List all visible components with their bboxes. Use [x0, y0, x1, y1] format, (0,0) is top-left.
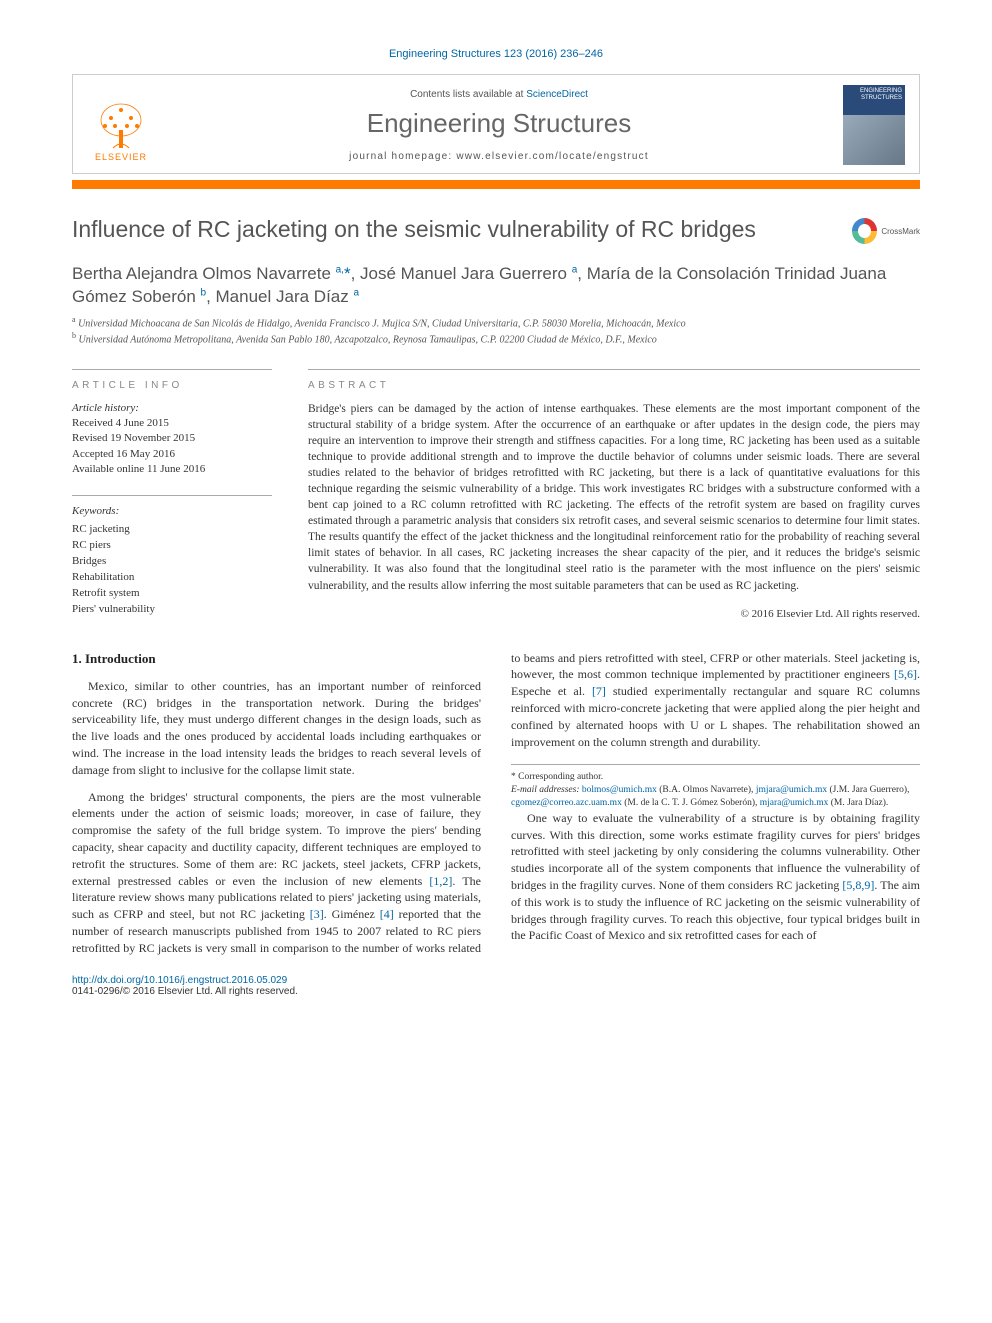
- history-heading: Article history:: [72, 402, 139, 414]
- cover-label: ENGINEERING STRUCTURES: [846, 88, 902, 101]
- citation[interactable]: [7]: [592, 684, 606, 698]
- crossmark-icon: [852, 218, 877, 244]
- abstract-copyright: © 2016 Elsevier Ltd. All rights reserved…: [308, 608, 920, 620]
- citation[interactable]: [5,6]: [894, 667, 917, 681]
- citation[interactable]: [5,8,9]: [842, 878, 874, 892]
- body-two-columns: 1. Introduction Mexico, similar to other…: [72, 650, 920, 957]
- corresponding-author-line: * Corresponding author.: [511, 771, 920, 784]
- intro-para-3: One way to evaluate the vulnerability of…: [511, 810, 920, 944]
- page-footer: http://dx.doi.org/10.1016/j.engstruct.20…: [72, 975, 920, 997]
- article-title: Influence of RC jacketing on the seismic…: [72, 215, 832, 244]
- intro-para-1: Mexico, similar to other countries, has …: [72, 678, 481, 779]
- sciencedirect-link[interactable]: ScienceDirect: [526, 89, 588, 100]
- abstract-column: ABSTRACT Bridge's piers can be damaged b…: [308, 369, 920, 620]
- contents-prefix: Contents lists available at: [410, 89, 526, 100]
- affiliations: a Universidad Michoacana de San Nicolás …: [72, 315, 920, 347]
- crossmark-label: CrossMark: [881, 227, 920, 236]
- article-info-column: ARTICLE INFO Article history: Received 4…: [72, 369, 272, 620]
- elsevier-tree-icon: [93, 100, 149, 150]
- homepage-prefix: journal homepage:: [349, 151, 456, 162]
- cover-image-placeholder: [843, 115, 905, 165]
- journal-cover-thumb: ENGINEERING STRUCTURES: [843, 85, 905, 165]
- article-info-label: ARTICLE INFO: [72, 369, 272, 391]
- article-history: Article history: Received 4 June 2015Rev…: [72, 401, 272, 478]
- keywords-heading: Keywords:: [72, 504, 272, 520]
- author-list: Bertha Alejandra Olmos Navarrete a,*, Jo…: [72, 263, 920, 309]
- crossmark-badge[interactable]: CrossMark: [852, 215, 920, 247]
- journal-name: Engineering Structures: [171, 108, 827, 139]
- contents-line: Contents lists available at ScienceDirec…: [171, 89, 827, 100]
- keywords-block: Keywords: RC jacketingRC piersBridgesReh…: [72, 495, 272, 618]
- citation[interactable]: [3]: [310, 907, 324, 921]
- orange-divider-bar: [72, 180, 920, 189]
- elsevier-logo: ELSEVIER: [87, 88, 155, 162]
- abstract-text: Bridge's piers can be damaged by the act…: [308, 401, 920, 594]
- homepage-line: journal homepage: www.elsevier.com/locat…: [171, 151, 827, 162]
- citation[interactable]: [4]: [380, 907, 394, 921]
- journal-header-box: ELSEVIER Contents lists available at Sci…: [72, 74, 920, 174]
- elsevier-logo-text: ELSEVIER: [95, 152, 147, 162]
- abstract-label: ABSTRACT: [308, 369, 920, 391]
- citation[interactable]: [1,2]: [429, 874, 452, 888]
- homepage-url[interactable]: www.elsevier.com/locate/engstruct: [456, 151, 648, 162]
- email-addresses: E-mail addresses: bolmos@umich.mx (B.A. …: [511, 784, 920, 810]
- section-heading-intro: 1. Introduction: [72, 650, 481, 668]
- doi-link[interactable]: http://dx.doi.org/10.1016/j.engstruct.20…: [72, 975, 287, 986]
- issn-copyright: 0141-0296/© 2016 Elsevier Ltd. All right…: [72, 986, 298, 997]
- journal-ref-header: Engineering Structures 123 (2016) 236–24…: [72, 48, 920, 60]
- corresponding-author-footnote: * Corresponding author. E-mail addresses…: [511, 764, 920, 809]
